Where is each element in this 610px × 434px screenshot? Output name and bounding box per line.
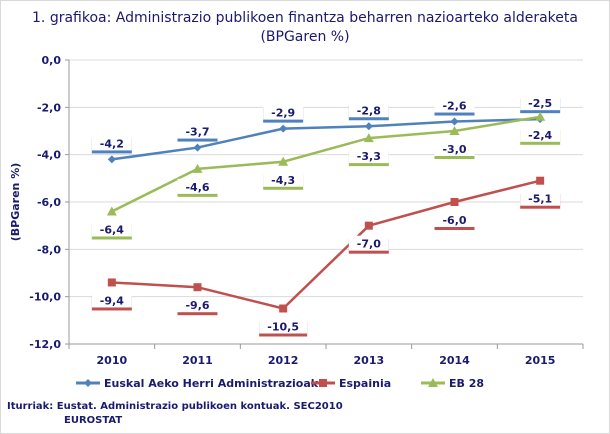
series-line <box>111 115 541 213</box>
data-point <box>107 155 116 164</box>
data-label: -7,0 <box>357 238 381 251</box>
data-label: -2,5 <box>528 97 552 110</box>
data-label-box <box>520 95 561 111</box>
x-tick-label: 2011 <box>182 354 213 367</box>
x-tick-label: 2010 <box>97 354 128 367</box>
data-label: -10,5 <box>267 321 299 334</box>
data-point <box>193 283 202 292</box>
y-tick-label: -2,0 <box>37 101 61 114</box>
data-label: -4,3 <box>271 174 295 187</box>
data-point <box>192 163 203 173</box>
data-point <box>364 122 373 131</box>
data-label: -3,0 <box>442 143 466 156</box>
data-label: -2,9 <box>271 107 295 120</box>
data-point <box>363 133 374 143</box>
data-point <box>107 278 116 287</box>
data-label-box <box>434 141 475 156</box>
data-point <box>364 221 373 230</box>
data-point <box>535 111 546 121</box>
data-label-box <box>263 104 304 120</box>
data-label-box <box>177 123 218 139</box>
source-line-2: EUROSTAT <box>64 415 123 426</box>
y-tick-label: -8,0 <box>37 243 61 256</box>
source-note: Iturriak: Eustat. Administrazio publikoe… <box>7 400 343 428</box>
legend-label: Euskal Aeko Herri Administrazioak <box>104 377 319 390</box>
data-label: -2,6 <box>442 100 466 113</box>
data-label-box <box>177 297 218 313</box>
data-point <box>450 117 459 126</box>
data-label: -2,4 <box>528 129 552 142</box>
data-label: -9,6 <box>185 299 209 312</box>
legend-label: EB 28 <box>449 377 484 390</box>
data-label-box <box>348 148 389 164</box>
data-label: -6,0 <box>442 214 466 227</box>
y-tick-label: -4,0 <box>37 149 61 162</box>
data-label-box <box>348 235 389 251</box>
legend-marker <box>428 378 438 387</box>
data-point <box>536 176 545 185</box>
data-label: -2,8 <box>357 104 381 117</box>
y-tick-label: -12,0 <box>29 338 61 351</box>
data-point <box>106 206 117 216</box>
source-line-1: Iturriak: Eustat. Administrazio publikoe… <box>7 401 343 412</box>
data-label: -6,4 <box>100 223 124 236</box>
y-tick-label: 0,0 <box>42 54 62 67</box>
data-point <box>450 198 459 206</box>
data-label-box <box>520 126 561 142</box>
x-tick-label: 2012 <box>268 354 299 367</box>
data-point <box>449 126 460 135</box>
data-label-box <box>434 212 475 227</box>
data-label-box <box>520 190 561 206</box>
legend-marker <box>319 379 327 387</box>
data-label-box <box>348 102 389 118</box>
data-label-box <box>91 221 132 237</box>
series-line <box>111 117 541 161</box>
data-point <box>193 143 202 152</box>
data-label-box <box>259 318 308 334</box>
legend-label: Espainia <box>339 377 391 390</box>
data-point <box>278 156 289 166</box>
y-tick-label: -10,0 <box>29 291 61 304</box>
data-label: -4,6 <box>185 181 209 194</box>
data-point <box>279 304 288 313</box>
data-label-box <box>263 171 304 187</box>
data-label: -3,3 <box>357 150 381 163</box>
data-label-box <box>177 178 218 194</box>
data-label: -5,1 <box>528 193 552 206</box>
x-tick-label: 2014 <box>439 354 470 367</box>
data-label: -3,7 <box>185 126 209 139</box>
x-tick-label: 2013 <box>354 354 385 367</box>
legend-marker <box>84 379 92 387</box>
data-label-box <box>91 135 132 151</box>
series-line <box>111 179 541 310</box>
data-point <box>279 124 288 133</box>
data-label-box <box>91 292 132 308</box>
y-tick-label: -6,0 <box>37 196 61 209</box>
data-label-box <box>434 97 475 113</box>
data-label: -4,2 <box>100 137 124 150</box>
x-tick-label: 2015 <box>525 354 556 367</box>
chart-title: 1. grafikoa: Administrazio publikoen fin… <box>32 10 578 45</box>
data-label: -9,4 <box>100 294 124 307</box>
y-axis-label: (BPGaren %) <box>9 163 22 242</box>
